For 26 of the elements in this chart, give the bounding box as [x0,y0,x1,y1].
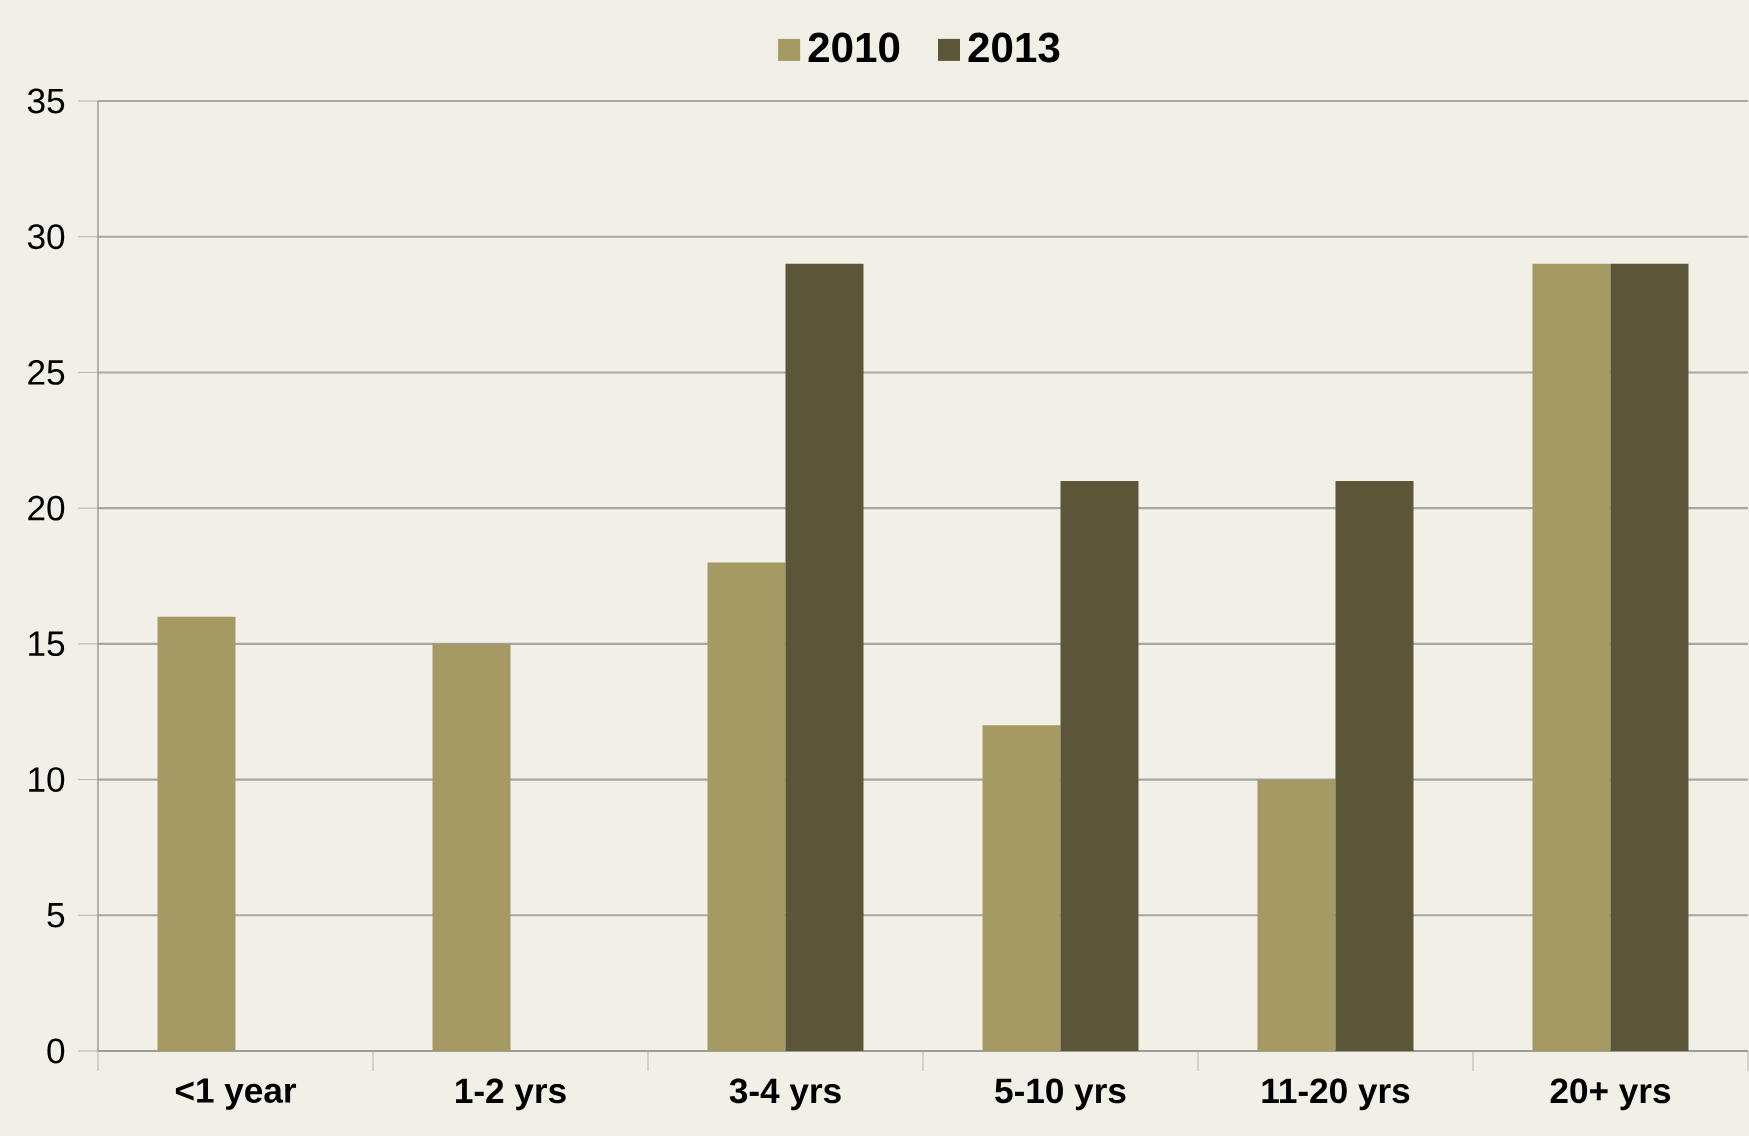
bar [1257,779,1336,1051]
x-tick-label: <1 year [175,1078,297,1110]
bar [157,616,236,1051]
bar [432,643,511,1051]
y-tick-label: 25 [28,360,65,385]
legend-label: 2013 [968,32,1060,63]
x-tick-label: 20+ yrs [1550,1078,1671,1111]
x-tick-label: 11-20 yrs [1262,1078,1410,1111]
y-tick-label: 20 [28,495,65,521]
y-tick-label: 15 [29,631,65,657]
y-tick-label: 5 [47,903,65,928]
x-tick-label: 3-4 yrs [729,1078,841,1111]
y-tick-label: 10 [29,767,65,792]
y-tick-label: 0 [47,1038,65,1064]
x-tick-label: 5-10 yrs [995,1078,1126,1111]
x-tick-label: 1-2 yrs [456,1078,566,1111]
bar [1335,481,1414,1051]
bar [1610,263,1689,1051]
y-tick-label: 35 [27,88,65,114]
bar [785,263,864,1051]
bar [982,725,1061,1051]
legend-label: 2010 [808,32,900,63]
bar [1060,481,1139,1051]
bar [1532,263,1611,1051]
y-tick-label: 30 [27,224,65,250]
bar [707,562,786,1051]
